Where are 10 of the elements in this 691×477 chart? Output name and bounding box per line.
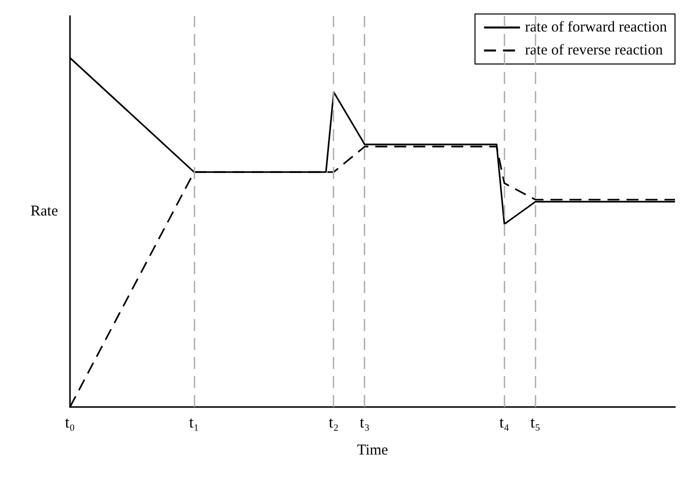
x-tick-label: t₅ <box>530 414 540 432</box>
x-tick-label: t₁ <box>189 414 200 432</box>
legend-label: rate of reverse reaction <box>525 42 664 58</box>
x-tick-label: t₄ <box>499 414 510 432</box>
x-tick-label: t₂ <box>328 414 339 432</box>
x-tick-label: t₃ <box>360 414 370 432</box>
y-axis-title: Rate <box>30 204 58 220</box>
x-axis-title: Time <box>356 442 388 458</box>
x-tick-label: t₀ <box>64 414 76 432</box>
legend-label: rate of forward reaction <box>525 20 668 36</box>
